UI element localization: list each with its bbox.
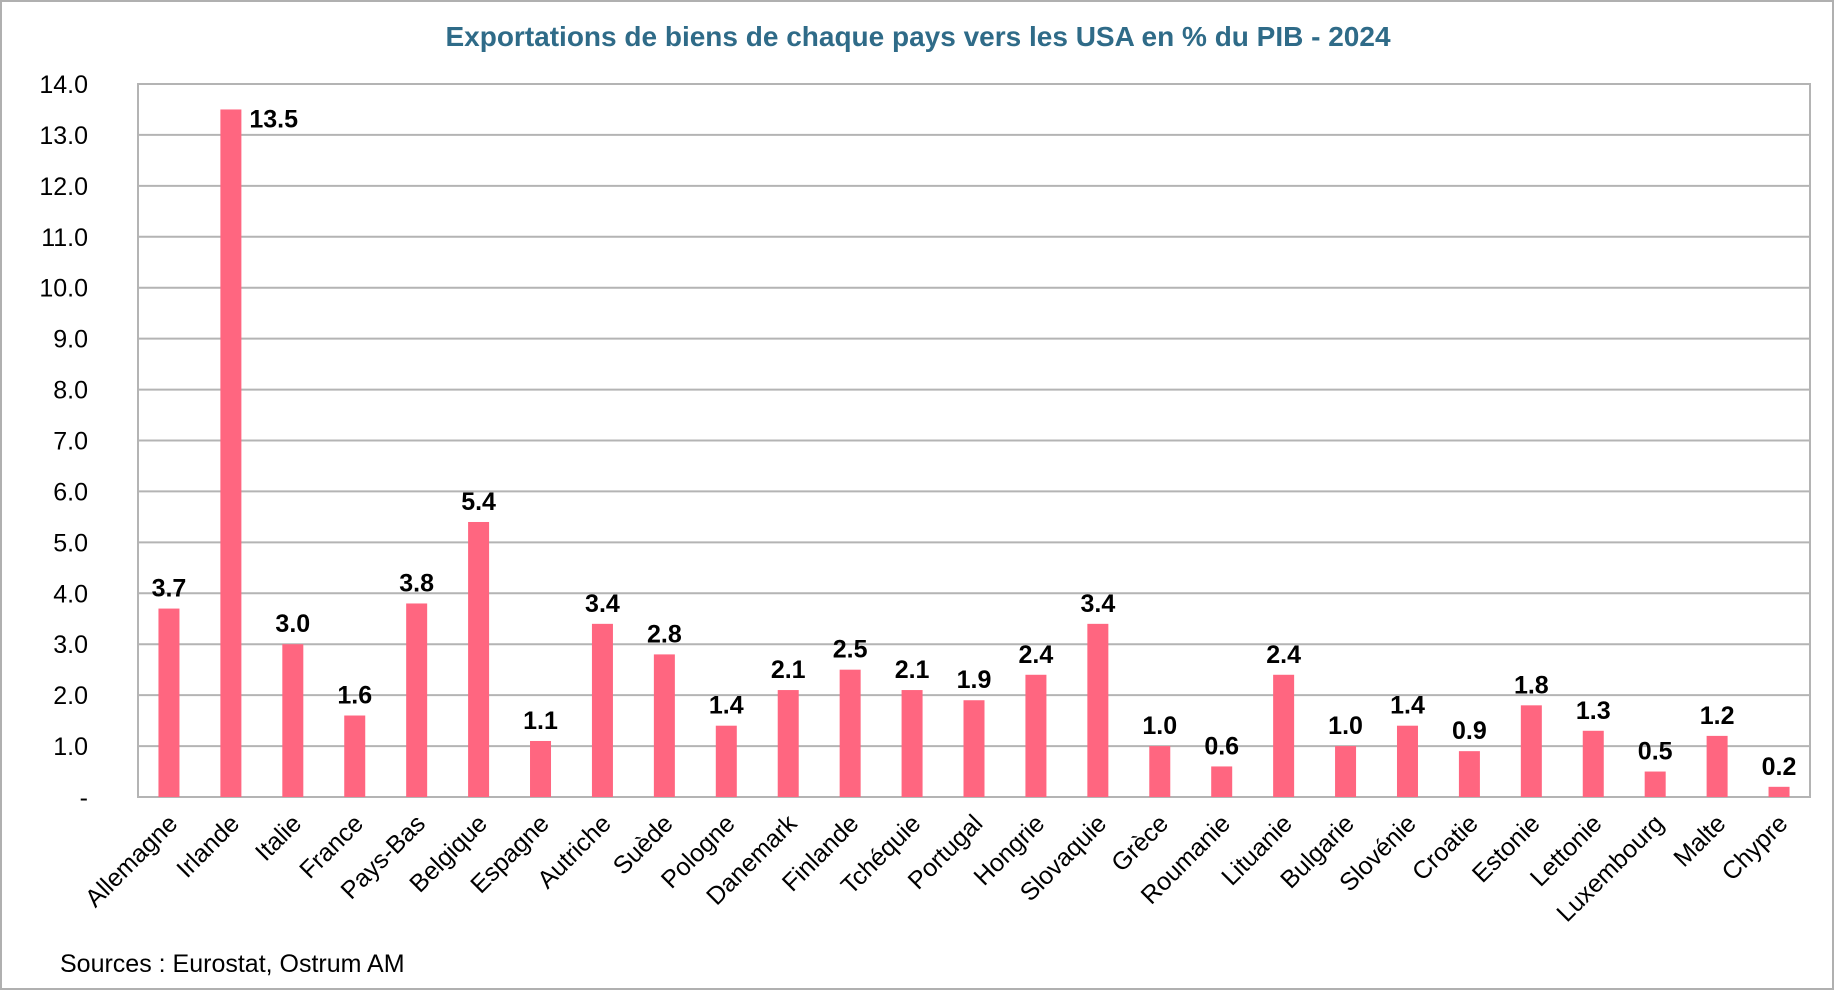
bar: [591, 623, 613, 797]
bar: [901, 690, 923, 797]
y-tick-label: 4.0: [53, 580, 88, 608]
y-tick-label: 13.0: [39, 122, 88, 150]
data-label: 0.9: [1452, 717, 1487, 745]
bar: [1396, 725, 1418, 797]
y-tick-label: 7.0: [53, 428, 88, 456]
source-note: Sources : Eurostat, Ostrum AM: [60, 950, 405, 978]
y-tick-label: 11.0: [41, 224, 88, 252]
bar: [1335, 746, 1357, 797]
bar: [1582, 730, 1604, 797]
bar: [777, 690, 799, 797]
y-tick-label: 6.0: [53, 478, 88, 506]
bar: [1149, 746, 1171, 797]
chart-title: Exportations de biens de chaque pays ver…: [445, 21, 1390, 52]
data-label: 3.0: [275, 610, 310, 638]
bar: [653, 654, 675, 797]
data-label: 0.5: [1638, 738, 1673, 766]
bar: [1025, 674, 1047, 797]
data-label: 2.4: [1266, 641, 1301, 669]
data-label: 5.4: [461, 488, 496, 516]
bar: [282, 644, 304, 797]
bar: [1087, 623, 1109, 797]
y-tick-label: 9.0: [53, 326, 88, 354]
bar: [220, 109, 242, 797]
data-label: 0.2: [1762, 753, 1797, 781]
data-label: 2.8: [647, 620, 682, 648]
y-tick-label: -: [80, 784, 88, 812]
y-tick-label: 14.0: [39, 71, 88, 99]
data-label: 1.0: [1142, 712, 1177, 740]
data-label: 1.1: [523, 707, 558, 735]
y-tick-label: 1.0: [53, 733, 88, 761]
bar: [1273, 674, 1295, 797]
bar: [468, 521, 490, 797]
bar: [1706, 735, 1728, 797]
data-label: 1.2: [1700, 702, 1735, 730]
bar: [1768, 786, 1790, 797]
data-label: 2.1: [771, 656, 806, 684]
y-tick-label: 10.0: [39, 275, 88, 303]
data-label: 1.0: [1328, 712, 1363, 740]
bar: [715, 725, 737, 797]
data-label: 1.9: [957, 666, 992, 694]
bar: [530, 740, 552, 797]
data-label: 1.4: [709, 692, 744, 720]
data-label: 2.5: [833, 636, 868, 664]
bar: [406, 603, 428, 797]
data-label: 1.4: [1390, 692, 1425, 720]
y-tick-label: 5.0: [53, 529, 88, 557]
y-tick-label: 3.0: [53, 631, 88, 659]
y-tick-label: 8.0: [53, 377, 88, 405]
data-label: 3.7: [152, 575, 187, 603]
bar: [158, 608, 180, 797]
data-label: 3.8: [399, 569, 434, 597]
bar: [344, 715, 366, 797]
data-label: 1.8: [1514, 671, 1549, 699]
data-label: 1.3: [1576, 697, 1611, 725]
bar: [839, 669, 861, 797]
data-label: 0.6: [1204, 732, 1239, 760]
bar: [1211, 766, 1233, 797]
data-label: 13.5: [249, 105, 298, 133]
data-label: 3.4: [1080, 590, 1115, 618]
data-label: 2.1: [895, 656, 930, 684]
bar: [1520, 705, 1542, 797]
data-label: 1.6: [337, 682, 372, 710]
y-tick-label: 12.0: [39, 173, 88, 201]
data-label: 2.4: [1019, 641, 1054, 669]
y-tick-label: 2.0: [53, 682, 88, 710]
bar: [963, 700, 985, 797]
bar: [1458, 751, 1480, 797]
data-label: 3.4: [585, 590, 620, 618]
bar: [1644, 771, 1666, 797]
